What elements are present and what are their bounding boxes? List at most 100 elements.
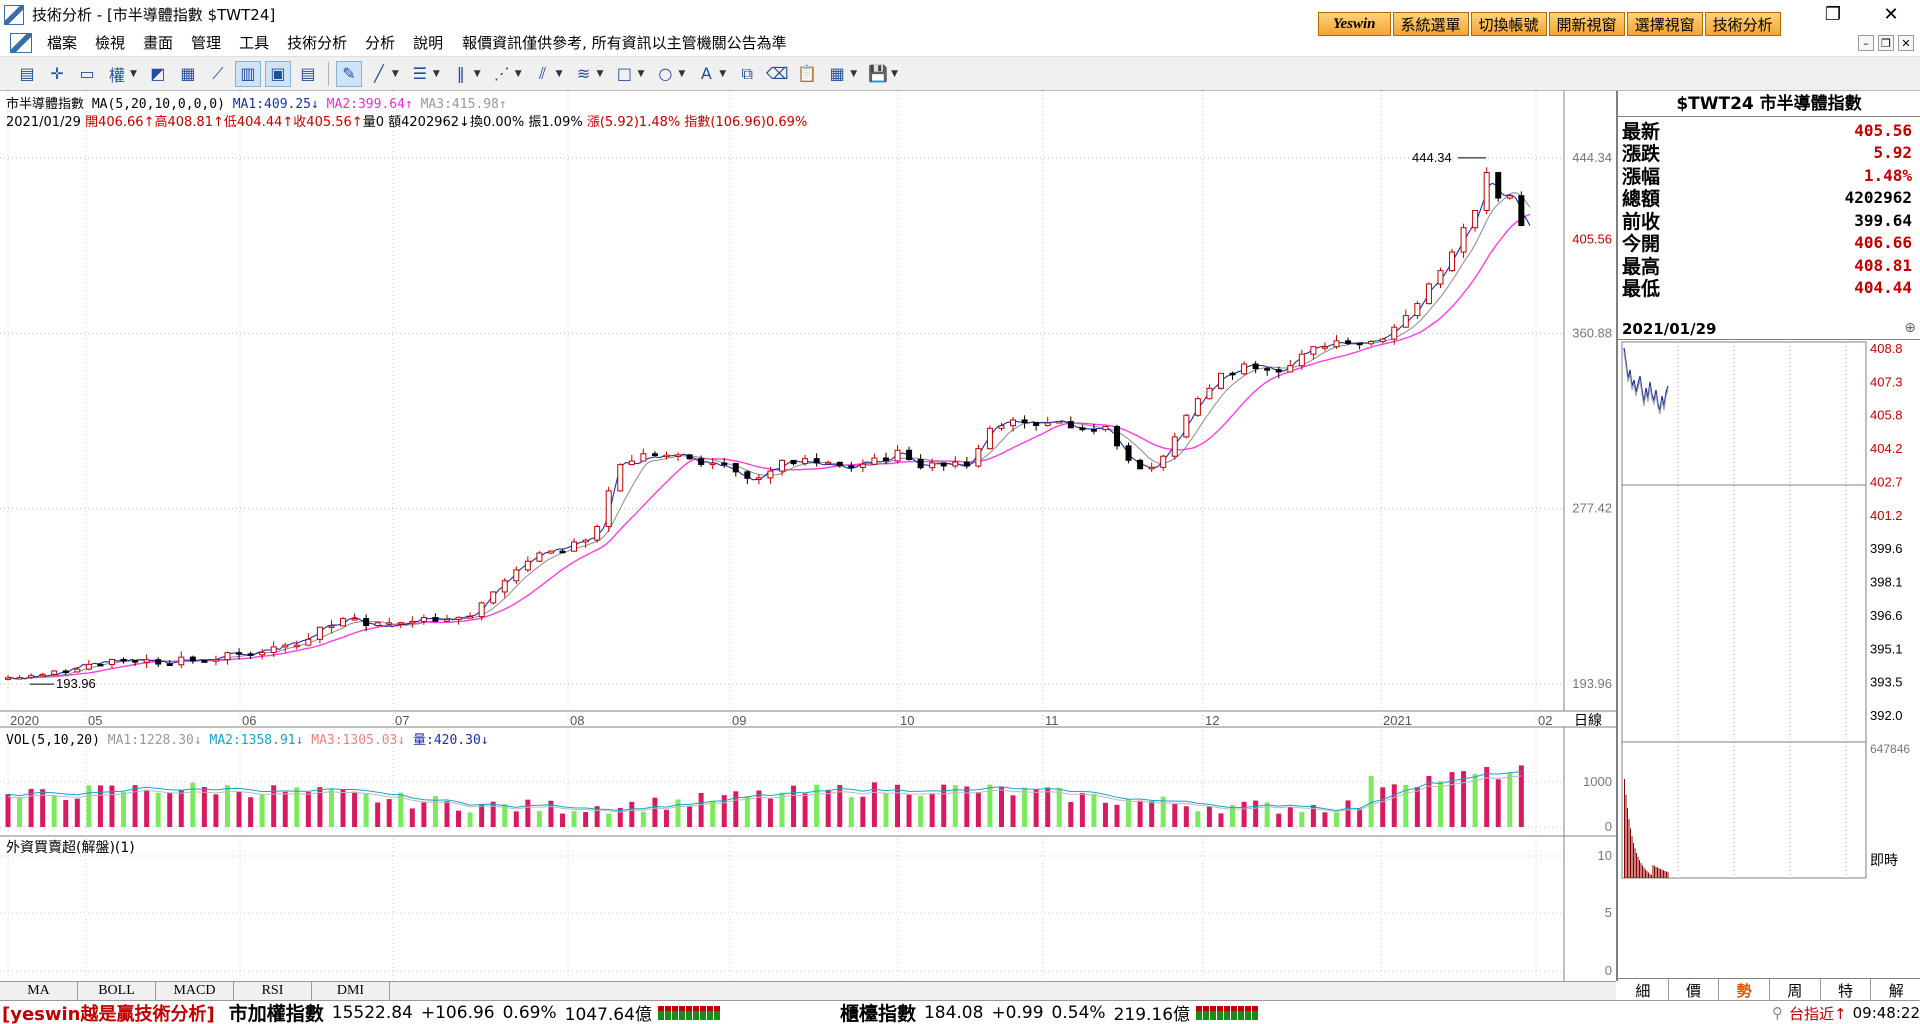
- close-icon[interactable]: ✕: [1883, 4, 1899, 25]
- svg-text:402.7: 402.7: [1870, 474, 1903, 489]
- svg-text:2020: 2020: [10, 713, 39, 728]
- vertical-lines-icon[interactable]: ‖: [456, 64, 465, 83]
- chevron-down-icon[interactable]: ▼: [432, 68, 440, 79]
- tab-week[interactable]: 周: [1770, 979, 1821, 1002]
- split-view-icon[interactable]: ▣: [264, 60, 291, 87]
- channel-icon[interactable]: ⫽: [539, 63, 547, 83]
- quote-row: 最高 408.81: [1622, 254, 1912, 278]
- chevron-down-icon[interactable]: ▼: [850, 68, 858, 79]
- eraser-icon[interactable]: ⌫: [765, 64, 789, 83]
- zoom-icon[interactable]: ⊕: [1904, 320, 1916, 336]
- fan-lines-icon[interactable]: ⋰: [493, 64, 510, 83]
- tab-rsi[interactable]: RSI: [234, 982, 312, 1000]
- svg-text:06: 06: [242, 713, 256, 728]
- draw-tool-icon[interactable]: ✎: [335, 60, 362, 87]
- weight-button[interactable]: 權: [108, 65, 125, 85]
- volume-legend: VOL(5,10,20) MA1:1228.30↓ MA2:1358.91↓ M…: [6, 729, 489, 748]
- trend-line-icon[interactable]: ╱: [374, 64, 384, 83]
- menu-view[interactable]: 檢視: [95, 34, 126, 52]
- separator: [327, 61, 329, 86]
- system-menu-button[interactable]: 系統選單: [1392, 12, 1469, 36]
- settings-chart-icon[interactable]: ▤: [300, 64, 316, 83]
- quote-table: 最新 405.56 漲跌 5.92 漲幅 1.48% 總額 4202962 前收 399.…: [1618, 117, 1920, 301]
- restore-icon[interactable]: ❐: [1824, 4, 1842, 25]
- menu-analysis[interactable]: 分析: [365, 34, 396, 52]
- up-arrow-icon: ↑: [143, 115, 155, 130]
- chevron-down-icon[interactable]: ▼: [596, 68, 604, 79]
- text-tool-icon[interactable]: A: [700, 64, 712, 83]
- svg-text:1000: 1000: [1583, 774, 1612, 789]
- close-icon[interactable]: ✕: [1898, 35, 1914, 51]
- quote-value: 5.92: [1873, 143, 1912, 163]
- taiex-value: 15522.84: [331, 1002, 413, 1023]
- fibonacci-icon[interactable]: ☰: [412, 64, 428, 83]
- foreign-legend: 外資買賣超(解盤)(1): [6, 840, 135, 856]
- chevron-down-icon[interactable]: ▼: [719, 68, 727, 79]
- intraday-chart[interactable]: 408.8 407.3 405.8 404.2 402.7 401.2 399.6 398.1…: [1618, 340, 1920, 990]
- menu-screen[interactable]: 畫面: [143, 34, 174, 52]
- svg-text:395.1: 395.1: [1870, 641, 1903, 656]
- chevron-down-icon[interactable]: ▼: [473, 68, 481, 79]
- chart-area[interactable]: 444.34 360.88 277.42 193.96 405.56 444.34 193.…: [0, 91, 1616, 981]
- menu-bar: 檔案 檢視 畫面 管理 工具 技術分析 分析 說明 報價資訊僅供參考, 所有資訊…: [0, 29, 1920, 57]
- tab-boll[interactable]: BOLL: [78, 982, 156, 1000]
- parallel-lines-icon[interactable]: ≋: [576, 64, 591, 83]
- new-window-button[interactable]: 開新視窗: [1548, 12, 1625, 36]
- ellipse-icon[interactable]: ○: [658, 64, 673, 83]
- chevron-down-icon[interactable]: ▼: [130, 68, 137, 79]
- bar-chart-icon[interactable]: ▤: [19, 64, 35, 83]
- tab-ma[interactable]: MA: [0, 982, 78, 1000]
- svg-text:05: 05: [88, 713, 102, 728]
- tab-macd[interactable]: MACD: [156, 982, 234, 1000]
- up-arrow-icon: ↑: [498, 97, 507, 112]
- menu-help[interactable]: 說明: [413, 34, 444, 52]
- document-icon[interactable]: [10, 32, 32, 53]
- chevron-down-icon[interactable]: ▼: [891, 68, 899, 79]
- otc-bars-icon: [1196, 1005, 1259, 1020]
- window-title: 技術分析 - [市半導體指數 $TWT24]: [32, 6, 276, 24]
- chevron-down-icon[interactable]: ▼: [637, 68, 645, 79]
- switch-account-button[interactable]: 切換帳號: [1470, 12, 1547, 36]
- alert-icon[interactable]: ⚲: [1772, 1004, 1784, 1022]
- indicator-icon[interactable]: ◩: [150, 64, 166, 83]
- chart-canvas[interactable]: 444.34 360.88 277.42 193.96 405.56 444.34 193.…: [0, 91, 1616, 981]
- chevron-down-icon[interactable]: ▼: [555, 68, 563, 79]
- chevron-down-icon[interactable]: ▼: [678, 68, 686, 79]
- otc-name: 櫃檯指數: [839, 1003, 916, 1024]
- chart-grid-icon[interactable]: ▦: [180, 64, 196, 83]
- rectangle-icon[interactable]: □: [616, 64, 633, 83]
- info-turnover: 換0.00%: [469, 115, 525, 130]
- minimize-icon[interactable]: –: [1858, 35, 1874, 51]
- quote-row: 今開 406.66: [1622, 232, 1912, 255]
- menu-manage[interactable]: 管理: [191, 34, 222, 52]
- tab-price[interactable]: 價: [1669, 979, 1720, 1002]
- color-palette-icon[interactable]: ▦: [829, 64, 845, 83]
- candle-chart-icon[interactable]: ▥: [234, 60, 261, 87]
- chevron-down-icon[interactable]: ▼: [514, 68, 522, 79]
- panel-icon[interactable]: ▭: [79, 64, 95, 83]
- info-index: 指數(106.96)0.69%: [684, 115, 808, 130]
- svg-text:193.96: 193.96: [1572, 676, 1612, 691]
- technical-analysis-button[interactable]: 技術分析: [1704, 12, 1781, 36]
- quote-row: 最新 405.56: [1622, 119, 1912, 143]
- svg-text:11: 11: [1045, 713, 1059, 728]
- select-window-button[interactable]: 選擇視窗: [1626, 12, 1703, 36]
- menu-technical-analysis[interactable]: 技術分析: [287, 34, 348, 52]
- crosshair-icon[interactable]: ✛: [50, 64, 64, 83]
- restore-icon[interactable]: ❐: [1878, 35, 1894, 51]
- menu-file[interactable]: 檔案: [47, 34, 78, 52]
- chevron-down-icon[interactable]: ▼: [391, 68, 399, 79]
- yeswin-logo-button[interactable]: Yeswin: [1318, 12, 1391, 36]
- clipboard-icon[interactable]: 📋: [797, 64, 818, 83]
- menu-tools[interactable]: 工具: [239, 34, 270, 52]
- tab-special[interactable]: 特: [1821, 979, 1872, 1002]
- tab-detail[interactable]: 細: [1618, 979, 1669, 1002]
- tab-trend[interactable]: 勢: [1719, 979, 1771, 1002]
- save-icon[interactable]: 💾: [868, 64, 889, 83]
- svg-text:405.56: 405.56: [1572, 231, 1612, 246]
- tab-analysis[interactable]: 解: [1871, 979, 1920, 1002]
- tab-dmi[interactable]: DMI: [312, 982, 390, 1000]
- status-right: ⚲ 台指近↑ 09:48:22: [1772, 1001, 1920, 1024]
- line-chart-icon[interactable]: ⟋: [212, 63, 224, 83]
- copy-icon[interactable]: ⧉: [741, 63, 753, 83]
